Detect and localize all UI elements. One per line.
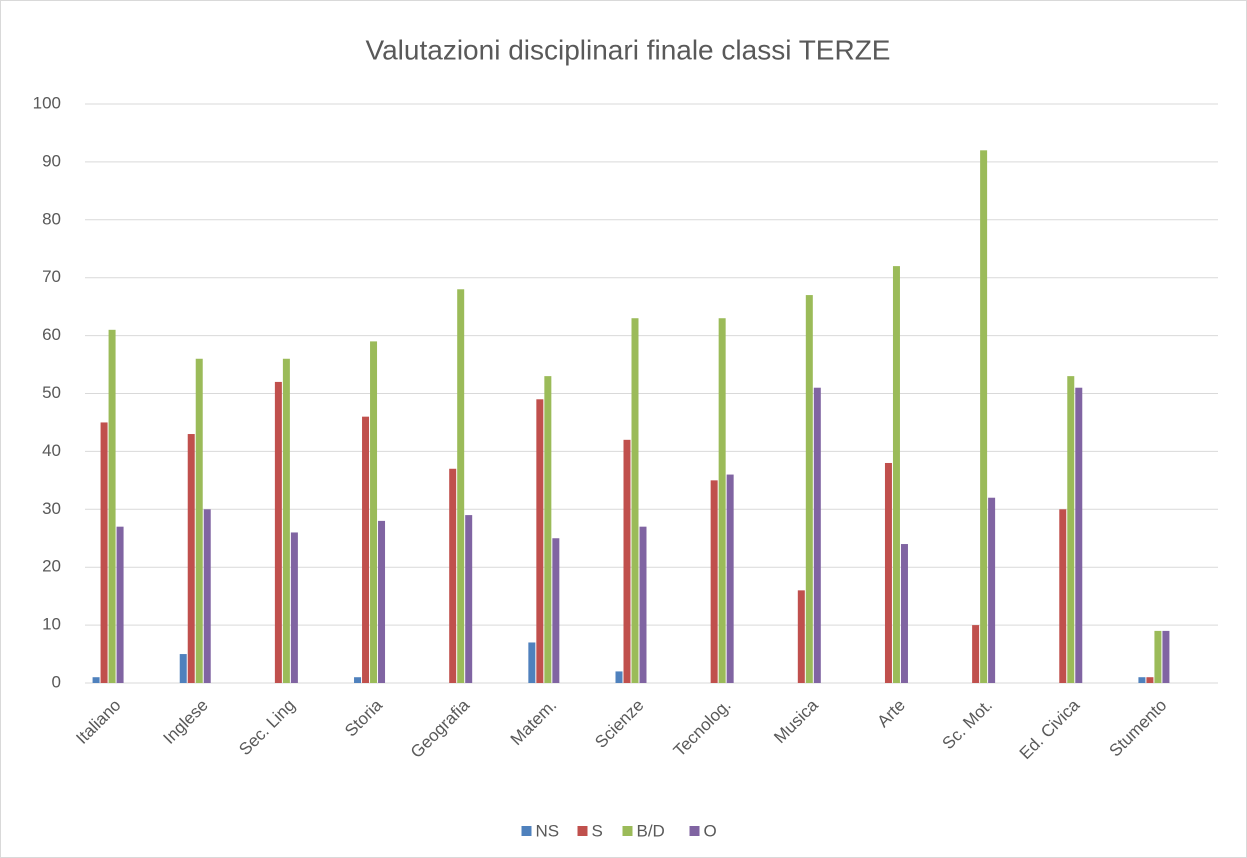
y-tick-label: 90 bbox=[42, 151, 61, 170]
bar bbox=[203, 509, 211, 683]
bar bbox=[892, 266, 900, 683]
bar bbox=[457, 289, 465, 683]
legend-swatch bbox=[689, 826, 700, 836]
y-tick-label: 70 bbox=[42, 267, 61, 286]
bar bbox=[465, 515, 473, 683]
bar bbox=[623, 439, 631, 683]
bar bbox=[378, 520, 386, 683]
bar bbox=[900, 544, 908, 683]
legend-label: B/D bbox=[637, 821, 665, 840]
bar bbox=[726, 474, 734, 683]
y-tick-label: 100 bbox=[33, 93, 61, 112]
bar bbox=[108, 329, 116, 683]
bar bbox=[631, 318, 639, 683]
bar bbox=[988, 497, 996, 683]
bar bbox=[1154, 630, 1162, 683]
bar bbox=[1138, 677, 1146, 683]
bar bbox=[92, 677, 100, 683]
bar bbox=[354, 677, 362, 683]
bar bbox=[1067, 376, 1075, 683]
bar bbox=[805, 295, 813, 683]
bar bbox=[980, 150, 988, 683]
y-tick-label: 40 bbox=[42, 441, 61, 460]
bar bbox=[1162, 630, 1170, 683]
legend-swatch bbox=[622, 826, 633, 836]
legend-label: S bbox=[592, 821, 603, 840]
bar bbox=[1075, 387, 1083, 683]
bar bbox=[710, 480, 718, 683]
bar bbox=[615, 671, 623, 683]
y-tick-label: 80 bbox=[42, 209, 61, 228]
bar bbox=[536, 399, 544, 683]
bar bbox=[1146, 677, 1154, 683]
y-tick-label: 30 bbox=[42, 499, 61, 518]
bar bbox=[544, 376, 552, 683]
bar bbox=[290, 532, 298, 683]
bar bbox=[116, 526, 124, 683]
bar bbox=[528, 642, 536, 683]
bar bbox=[884, 462, 892, 683]
bar bbox=[362, 416, 370, 683]
bar bbox=[797, 590, 805, 683]
bar bbox=[195, 358, 203, 683]
y-tick-label: 10 bbox=[42, 615, 61, 634]
bar bbox=[1059, 509, 1067, 683]
legend-label: O bbox=[704, 821, 717, 840]
y-tick-label: 20 bbox=[42, 557, 61, 576]
y-tick-label: 0 bbox=[52, 672, 61, 691]
bar bbox=[639, 526, 647, 683]
y-tick-label: 60 bbox=[42, 325, 61, 344]
bar bbox=[282, 358, 290, 683]
bar bbox=[972, 625, 980, 683]
bar bbox=[813, 387, 821, 683]
legend-swatch bbox=[521, 826, 532, 836]
bar bbox=[449, 468, 457, 683]
bar bbox=[370, 341, 378, 683]
bar bbox=[552, 538, 560, 683]
chart-title: Valutazioni disciplinari finale classi T… bbox=[366, 34, 891, 65]
bar bbox=[274, 381, 282, 683]
legend-swatch bbox=[577, 826, 588, 836]
bar bbox=[187, 434, 195, 683]
legend-label: NS bbox=[536, 821, 560, 840]
bar bbox=[179, 654, 187, 683]
bar bbox=[100, 422, 108, 683]
y-tick-label: 50 bbox=[42, 383, 61, 402]
bar bbox=[718, 318, 726, 683]
